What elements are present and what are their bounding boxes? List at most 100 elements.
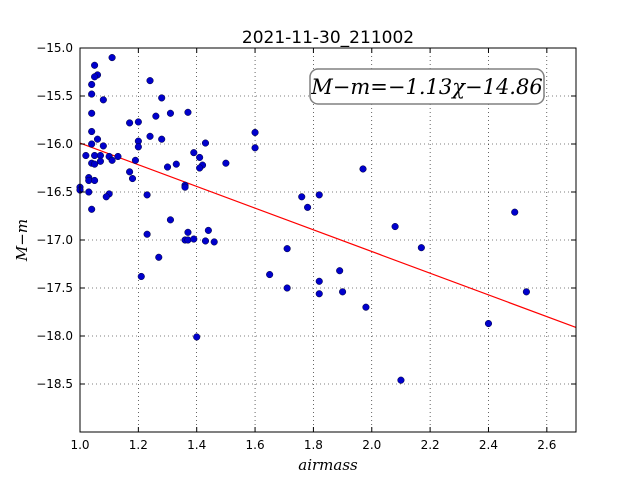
annotation-frame: [309, 68, 545, 105]
data-point: [184, 236, 192, 244]
data-point: [417, 244, 425, 252]
fit-line-group: [79, 142, 577, 329]
data-point: [196, 164, 204, 172]
data-point: [85, 188, 93, 196]
data-point: [190, 235, 198, 243]
data-point: [143, 191, 151, 199]
data-point: [210, 238, 218, 246]
x-tick-label: 2.6: [537, 438, 556, 452]
data-point: [522, 288, 530, 296]
data-point: [166, 216, 174, 224]
data-point: [102, 193, 110, 201]
data-point: [158, 135, 166, 143]
data-point: [91, 73, 99, 81]
x-tick-label: 1.6: [246, 438, 265, 452]
data-point: [131, 156, 139, 164]
data-point: [298, 193, 306, 201]
y-tick-label: −17.0: [36, 233, 73, 247]
x-tick-label: 1.4: [187, 438, 206, 452]
data-point: [222, 159, 230, 167]
data-point: [108, 156, 116, 164]
x-tick-label: 2.2: [421, 438, 440, 452]
data-point: [114, 152, 122, 161]
data-point: [152, 112, 160, 120]
data-point: [315, 277, 323, 285]
data-point: [391, 223, 399, 231]
data-point: [134, 143, 142, 151]
data-point: [146, 77, 154, 85]
data-point: [88, 90, 96, 98]
fit-annotation-box: M−m=−1.13χ−14.86: [309, 68, 545, 105]
data-point: [184, 228, 192, 236]
data-point: [204, 226, 212, 234]
data-point: [336, 267, 344, 275]
data-point: [304, 203, 312, 211]
x-tick-label: 1.8: [304, 438, 323, 452]
data-point: [96, 157, 104, 165]
data-point: [315, 290, 323, 298]
tick-labels: 1.0 1.2 1.4 1.6 1.8 2.0 2.2 2.4 2.6 −15.0 −15.5 −16…: [36, 41, 556, 452]
axis-ticks: [79, 47, 576, 432]
data-point: [201, 139, 210, 147]
data-point: [99, 96, 107, 104]
chart-title: 2021-11-30_211002: [242, 28, 414, 48]
x-tick-label: 2.4: [479, 438, 498, 452]
data-point: [511, 208, 519, 216]
y-axis-label: M−m: [13, 219, 31, 262]
x-tick-label: 1.0: [70, 438, 89, 452]
data-point: [184, 108, 192, 116]
data-point: [283, 284, 291, 292]
data-point: [134, 118, 142, 126]
data-point: [201, 237, 210, 245]
data-point: [163, 163, 172, 171]
data-point: [266, 271, 274, 279]
data-point: [128, 175, 137, 183]
x-tick-label: 2.0: [362, 438, 381, 452]
data-point: [315, 191, 323, 199]
data-point: [172, 160, 180, 168]
data-point: [137, 272, 145, 281]
data-point: [181, 183, 189, 191]
data-point: [108, 54, 116, 62]
x-tick-label: 1.2: [129, 438, 148, 452]
data-point: [158, 94, 166, 102]
data-point: [362, 303, 370, 311]
data-point: [93, 135, 102, 143]
data-point: [126, 168, 134, 176]
data-point: [91, 61, 99, 69]
data-point: [82, 151, 90, 160]
y-tick-label: −15.5: [36, 89, 73, 103]
data-point: [91, 160, 99, 168]
fit-equation-annotation: M−m=−1.13χ−14.86: [310, 75, 542, 99]
data-point: [193, 333, 201, 341]
data-point: [166, 109, 174, 117]
data-point: [88, 127, 96, 136]
data-point: [359, 165, 367, 173]
data-points: [76, 54, 530, 384]
data-point: [251, 144, 259, 152]
data-point: [99, 142, 107, 150]
data-point: [196, 153, 204, 161]
data-point: [190, 149, 198, 157]
data-point: [283, 245, 291, 253]
data-point: [143, 230, 151, 238]
data-point: [339, 288, 347, 296]
data-point: [88, 140, 96, 148]
fit-line: [79, 142, 577, 329]
data-point: [88, 205, 96, 213]
data-point: [484, 319, 493, 328]
x-axis-label: airmass: [298, 456, 358, 474]
y-tick-label: −18.0: [36, 329, 73, 343]
data-point: [91, 176, 99, 185]
y-tick-label: −15.0: [36, 41, 73, 55]
data-point: [88, 109, 96, 117]
data-point: [155, 253, 163, 261]
y-tick-label: −17.5: [36, 281, 73, 295]
data-point: [126, 119, 134, 127]
y-tick-label: −16.0: [36, 137, 73, 151]
data-point: [251, 128, 259, 137]
y-tick-label: −16.5: [36, 185, 73, 199]
data-point: [397, 376, 405, 384]
data-point: [88, 80, 96, 89]
